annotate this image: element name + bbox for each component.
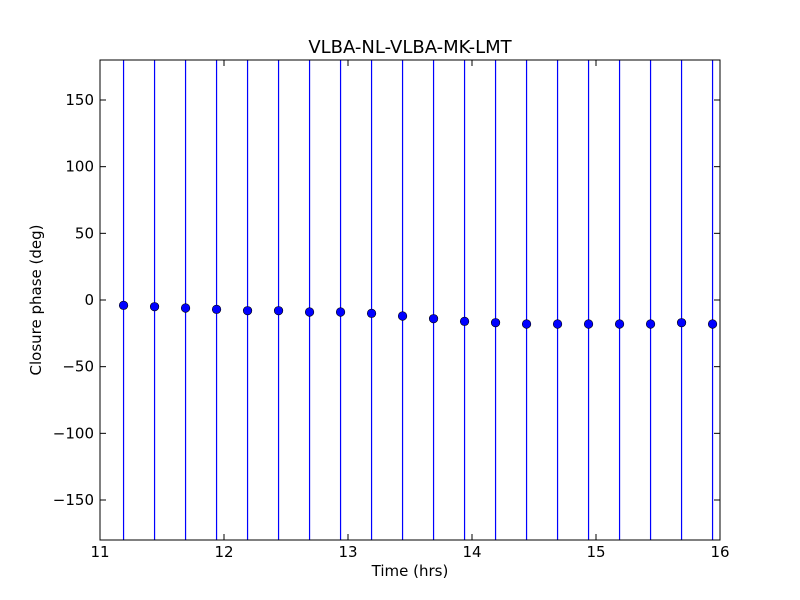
data-point <box>335 307 346 317</box>
data-point <box>211 304 222 314</box>
axes-frame <box>99 59 721 541</box>
data-point <box>397 311 408 321</box>
x-axis-label: Time (hrs) <box>371 562 449 580</box>
data-point <box>676 318 687 328</box>
y-tick-label: 100 <box>65 158 94 176</box>
data-point <box>707 319 718 329</box>
chart-title: VLBA-NL-VLBA-MK-LMT <box>308 37 512 58</box>
axis-ticks: 11 12 13 14 15 16 −150 −100 −50 0 50 100 150 <box>53 60 730 561</box>
x-tick-label: 15 <box>586 543 605 561</box>
data-point <box>614 319 625 329</box>
data-point <box>273 306 284 316</box>
y-tick-label: −150 <box>53 491 94 509</box>
y-tick-label: −50 <box>62 358 94 376</box>
x-tick-label: 14 <box>462 543 481 561</box>
x-tick-label: 13 <box>338 543 357 561</box>
data-point <box>552 319 563 329</box>
x-tick-label: 11 <box>90 543 109 561</box>
data-point <box>180 303 191 313</box>
x-tick-label: 16 <box>710 543 729 561</box>
data-point <box>645 319 656 329</box>
data-point <box>118 300 129 310</box>
data-point <box>490 318 501 328</box>
data-point <box>521 319 532 329</box>
x-tick-label: 12 <box>214 543 233 561</box>
data-point <box>304 307 315 317</box>
data-point <box>366 308 377 318</box>
plot-area <box>118 60 718 540</box>
y-tick-label: −100 <box>53 424 94 442</box>
data-point <box>149 302 160 312</box>
data-point <box>428 314 439 324</box>
y-tick-label: 150 <box>65 91 94 109</box>
data-point <box>459 316 470 326</box>
y-axis-label: Closure phase (deg) <box>27 225 45 376</box>
y-tick-label: 50 <box>75 224 94 242</box>
data-point <box>583 319 594 329</box>
data-point <box>242 306 253 316</box>
y-tick-label: 0 <box>84 291 94 309</box>
